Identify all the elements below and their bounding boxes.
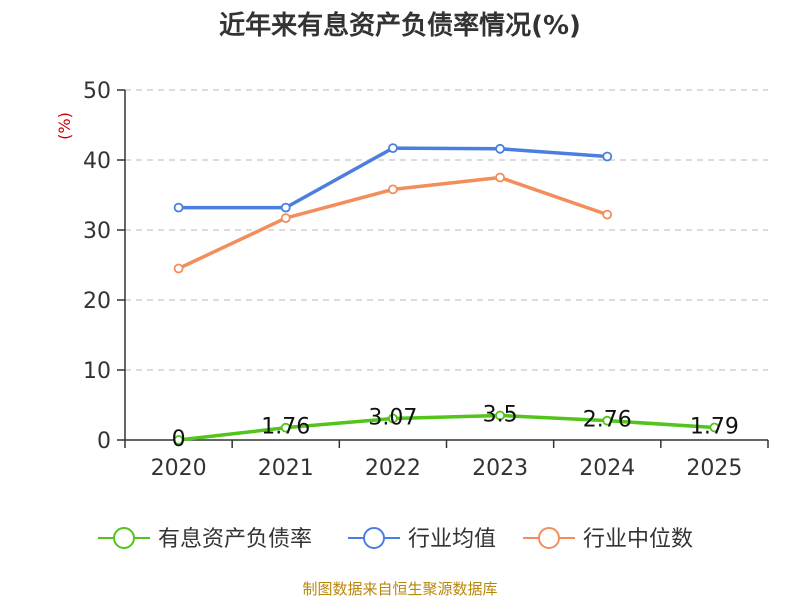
data-point[interactable] xyxy=(388,184,398,195)
legend-item[interactable]: 行业均值 xyxy=(348,527,496,552)
data-point[interactable] xyxy=(709,422,720,433)
x-tick-label: 2023 xyxy=(472,456,528,481)
legend-marker xyxy=(113,527,135,549)
data-labels: 0 1.76 3.07 3.5 2.76 1.79 xyxy=(172,403,739,453)
x-tick-label: 2022 xyxy=(365,456,421,481)
data-point[interactable] xyxy=(173,263,184,274)
axes: 0 10 20 30 40 50 2020 2021 2022 2023 2024 2025 xyxy=(83,79,769,481)
series-line xyxy=(178,146,608,210)
y-tick-label: 10 xyxy=(83,359,111,384)
data-point[interactable] xyxy=(173,435,184,445)
data-label: 0 xyxy=(172,427,186,452)
y-tick-label: 0 xyxy=(97,429,111,454)
legend-label: 有息资产负债率 xyxy=(158,527,312,552)
y-tick-label: 50 xyxy=(83,79,111,104)
x-tick-label: 2020 xyxy=(151,456,207,481)
source-note: 制图数据来自恒生聚源数据库 xyxy=(302,580,497,598)
data-point[interactable] xyxy=(602,151,613,162)
chart-title: 近年来有息资产负债率情况(%) xyxy=(219,10,581,41)
data-point[interactable] xyxy=(602,209,613,220)
data-point[interactable] xyxy=(602,415,613,426)
legend-item[interactable]: 有息资产负债率 xyxy=(98,527,312,552)
data-point[interactable] xyxy=(495,410,505,421)
y-tick-label: 30 xyxy=(83,219,111,244)
data-label: 3.07 xyxy=(368,406,417,431)
data-point[interactable] xyxy=(388,143,398,154)
legend-item[interactable]: 行业中位数 xyxy=(523,527,693,552)
data-point[interactable] xyxy=(495,143,505,154)
legend-marker xyxy=(363,527,385,549)
grid xyxy=(125,89,768,371)
x-tick-label: 2024 xyxy=(579,456,635,481)
data-point[interactable] xyxy=(173,202,184,213)
x-tick-label: 2021 xyxy=(258,456,314,481)
y-tick-label: 20 xyxy=(83,289,111,314)
y-axis-label: (%) xyxy=(55,112,74,140)
legend-label: 行业均值 xyxy=(408,527,496,552)
legend-marker xyxy=(538,527,560,549)
x-tick-label: 2025 xyxy=(686,456,742,481)
data-point[interactable] xyxy=(280,213,291,224)
data-point[interactable] xyxy=(280,422,291,433)
series-group xyxy=(173,143,720,445)
data-point[interactable] xyxy=(388,413,398,424)
series-line xyxy=(178,413,715,442)
legend[interactable]: 有息资产负债率 行业均值 行业中位数 xyxy=(98,527,693,552)
data-label: 1.76 xyxy=(261,415,310,440)
y-tick-label: 40 xyxy=(83,149,111,174)
data-label: 1.79 xyxy=(690,414,739,439)
data-label: 2.76 xyxy=(583,408,632,433)
data-label: 3.5 xyxy=(483,403,518,428)
legend-label: 行业中位数 xyxy=(583,527,693,552)
data-point[interactable] xyxy=(280,202,291,213)
data-point[interactable] xyxy=(495,172,505,183)
